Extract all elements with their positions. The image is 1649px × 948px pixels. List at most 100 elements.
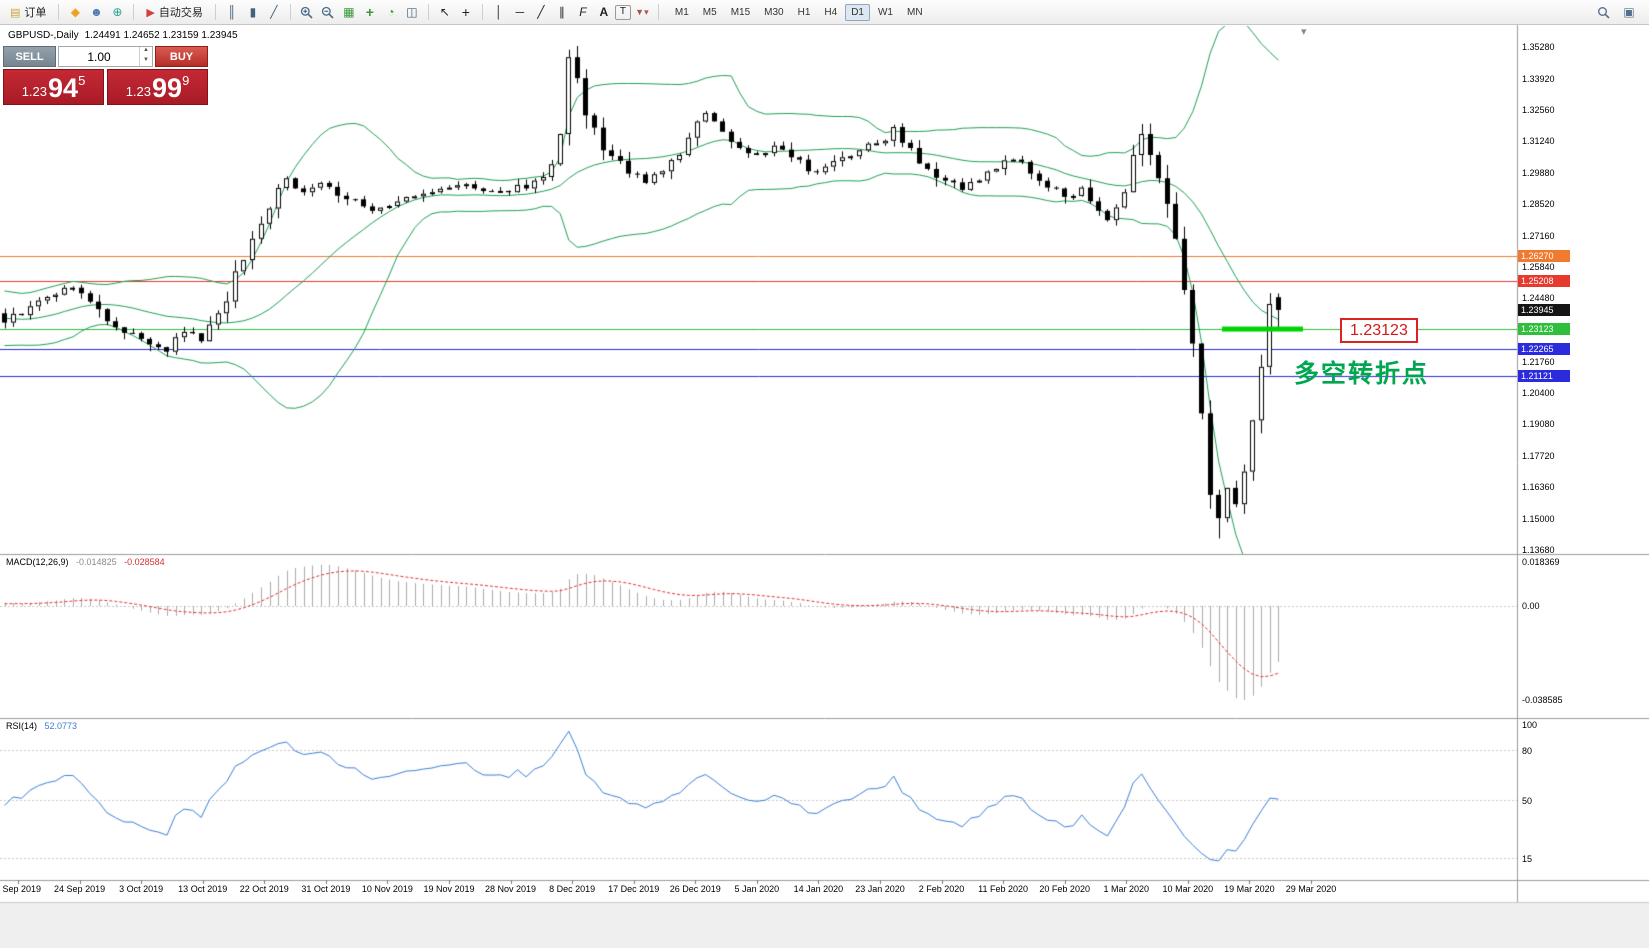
date-axis-label: 20 Feb 2020 <box>1039 884 1090 894</box>
price-axis-label: 1.33920 <box>1522 73 1555 84</box>
grid-icon[interactable]: ▦ <box>343 5 355 19</box>
hline-price-tag: 1.23123 <box>1518 323 1570 336</box>
price-axis-label: 1.19080 <box>1522 419 1555 430</box>
date-axis-label: 3 Oct 2019 <box>119 884 164 894</box>
bar-chart-icon[interactable]: ║ <box>227 5 237 19</box>
timeframe-D1[interactable]: D1 <box>845 3 870 21</box>
clock-icon[interactable]: ◔ <box>387 5 395 19</box>
date-axis-label: 1 Mar 2020 <box>1103 884 1150 894</box>
timeframe-MN[interactable]: MN <box>906 6 923 18</box>
sell-price-display[interactable]: 1.23 94 5 <box>3 69 104 105</box>
timeframe-M15[interactable]: M15 <box>730 6 751 18</box>
date-axis-label: 8 Dec 2019 <box>549 884 596 894</box>
horizontal-line-icon[interactable]: ─ <box>515 5 525 19</box>
price-axis-label: 1.13680 <box>1522 544 1555 555</box>
macd-value-1: -0.014825 <box>76 557 117 567</box>
autotrade-label: 自动交易 <box>158 7 203 19</box>
date-axis-label: 26 Dec 2019 <box>669 884 721 894</box>
autotrade-button[interactable]: ▶ 自动交易 <box>140 3 208 21</box>
fibonacci-icon[interactable]: F <box>579 5 587 19</box>
hline-price-tag: 1.25208 <box>1518 274 1570 287</box>
buy-price-prefix: 1.23 <box>125 84 152 99</box>
date-axis-label: 28 Nov 2019 <box>485 884 537 894</box>
price-axis-label: 1.27160 <box>1522 231 1555 242</box>
turning-point-annotation[interactable]: 多空转折点 <box>1294 360 1430 388</box>
macd-axis-min-label: -0.038585 <box>1522 695 1563 705</box>
date-axis-label: 2 Feb 2020 <box>918 884 965 894</box>
new-order-button[interactable]: ▤ 订单 <box>4 3 52 21</box>
toolbar-right-group: ▣ <box>1593 3 1645 21</box>
lot-stepper: ▲ ▼ <box>139 47 152 66</box>
date-axis-label: 19 Nov 2019 <box>423 884 475 894</box>
timeframe-M5[interactable]: M5 <box>702 6 717 18</box>
date-axis-label: 31 Oct 2019 <box>301 884 351 894</box>
date-axis-label: 22 Oct 2019 <box>239 884 289 894</box>
crosshair-icon[interactable]: + <box>461 4 470 20</box>
timeframe-H1[interactable]: H1 <box>797 6 811 18</box>
date-axis-label: 13 Oct 2019 <box>178 884 228 894</box>
price-shift-marker[interactable]: ▾ <box>1301 26 1307 38</box>
text-label-icon[interactable]: T <box>614 4 631 20</box>
timeframe-H4[interactable]: H4 <box>824 6 838 18</box>
support-price-label[interactable]: 1.23123 <box>1340 318 1418 343</box>
buy-price-big: 99 <box>152 73 183 103</box>
price-axis-label: 1.29880 <box>1522 167 1555 178</box>
indicators-icon[interactable]: + <box>365 4 374 20</box>
sell-button[interactable]: SELL <box>3 46 56 67</box>
price-axis-label: 1.25840 <box>1522 261 1555 272</box>
tile-windows-icon[interactable]: ◫ <box>406 5 418 19</box>
sell-price-big: 94 <box>48 73 79 103</box>
timeframe-W1[interactable]: W1 <box>877 6 893 18</box>
vertical-line-icon[interactable]: │ <box>495 5 503 19</box>
toolbar-separator <box>214 4 216 20</box>
current-price-tag: 1.23945 <box>1518 303 1570 316</box>
price-axis-label: 1.20400 <box>1522 388 1555 399</box>
web-icon[interactable]: ⊕ <box>112 5 123 19</box>
search-icon[interactable] <box>1593 3 1613 21</box>
date-axis-label: 11 Feb 2020 <box>978 884 1029 894</box>
mql5-icon[interactable]: ◆ <box>70 5 81 19</box>
date-axis-label: 10 Nov 2019 <box>361 884 413 894</box>
timeframe-group: M1 M5 M15 M30 H1 H4 D1 W1 MN <box>669 3 929 21</box>
date-axis-label: 5 Sep 2019 <box>0 884 42 894</box>
toolbar-separator <box>481 4 483 20</box>
rsi-axis-label: 80 <box>1522 746 1533 757</box>
line-chart-icon[interactable]: ╱ <box>270 5 278 19</box>
trendline-icon[interactable]: ╱ <box>537 5 545 19</box>
timeframe-M1[interactable]: M1 <box>674 6 689 18</box>
price-axis-label: 1.17720 <box>1522 450 1555 461</box>
lot-step-up-icon[interactable]: ▲ <box>143 47 149 53</box>
zoom-in-icon[interactable] <box>297 3 317 21</box>
equidistant-channel-icon[interactable]: ∥ <box>558 5 565 19</box>
lot-step-down-icon[interactable]: ▼ <box>143 56 149 63</box>
toolbar-separator <box>427 4 429 20</box>
price-axis-label: 1.24480 <box>1522 293 1555 304</box>
zoom-out-icon[interactable] <box>318 3 338 21</box>
text-icon[interactable]: A <box>599 5 609 19</box>
toolbar-separator <box>289 4 291 20</box>
date-axis-label: 5 Jan 2020 <box>734 884 780 894</box>
data-window-icon[interactable]: ▣ <box>1623 5 1635 19</box>
hline-price-tag: 1.26270 <box>1518 249 1570 262</box>
rsi-axis-label: 50 <box>1522 796 1533 806</box>
lot-size-input[interactable] <box>59 47 139 66</box>
buy-button[interactable]: BUY <box>155 46 208 67</box>
timeframe-M30[interactable]: M30 <box>764 6 784 18</box>
arrows-shapes-icon[interactable]: ▼▾ <box>635 6 649 17</box>
price-axis-label: 1.15000 <box>1522 514 1555 525</box>
cursor-icon[interactable]: ↖ <box>439 5 450 19</box>
buy-price-sup: 9 <box>182 73 190 88</box>
hline-price-tag: 1.21121 <box>1518 369 1570 382</box>
toolbar-separator <box>657 4 659 20</box>
candlestick-chart-icon[interactable]: ▮ <box>249 5 257 19</box>
new-order-label: 订单 <box>24 7 47 19</box>
rsi-value: 52.0773 <box>44 721 78 731</box>
buy-price-display[interactable]: 1.23 99 9 <box>107 69 208 105</box>
one-click-trading-panel: SELL ▲ ▼ BUY 1.23 94 5 1.23 99 9 <box>3 46 208 105</box>
lot-size-field: ▲ ▼ <box>58 46 153 67</box>
price-axis-label: 1.32560 <box>1522 105 1555 116</box>
community-icon[interactable]: ☻ <box>90 5 103 19</box>
price-axis-label: 1.28520 <box>1522 199 1555 210</box>
